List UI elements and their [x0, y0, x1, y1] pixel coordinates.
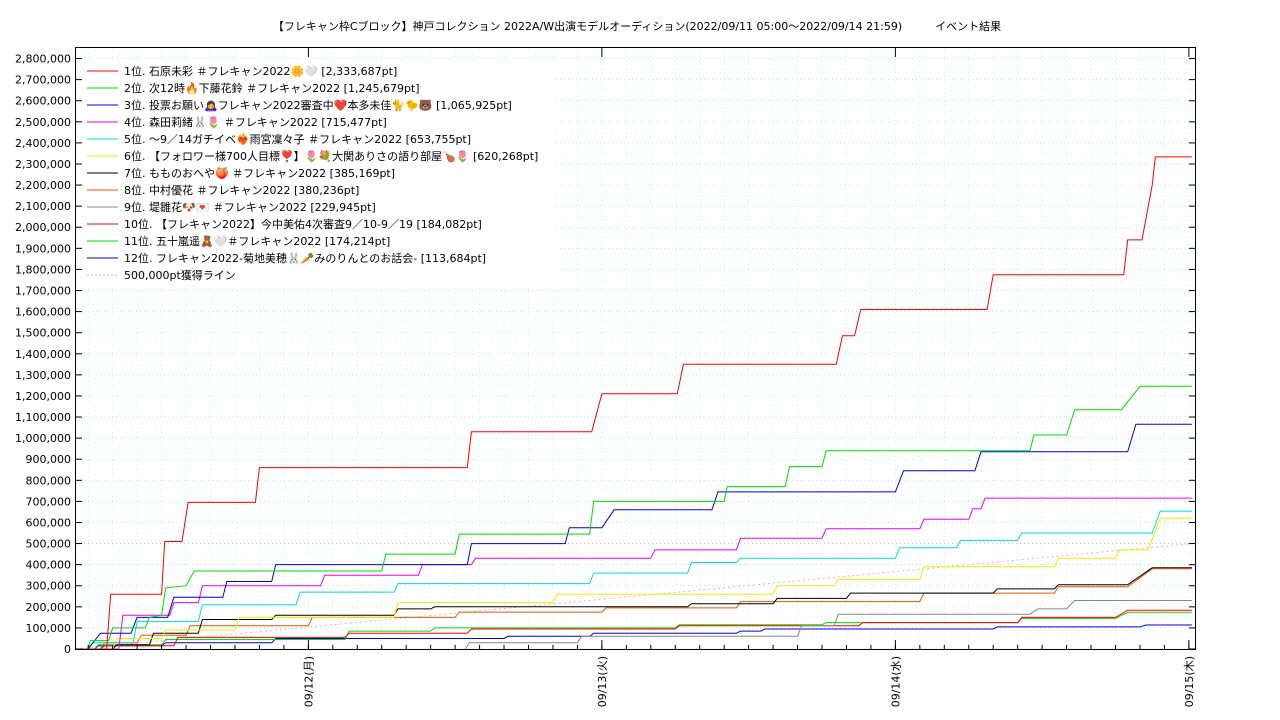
reference-line: [75, 543, 1192, 650]
legend-label: 1位. 石原未彩 ＃フレキャン2022🌼🤍 [2,333,687pt]: [124, 64, 397, 78]
y-tick-label: 2,500,000: [15, 116, 71, 129]
x-tick-label: 09/14(水): [889, 656, 902, 707]
y-tick-label: 2,400,000: [15, 137, 71, 150]
y-tick-label: 300,000: [26, 580, 72, 593]
y-tick-label: 200,000: [26, 601, 72, 614]
y-tick-label: 800,000: [26, 474, 72, 487]
series-line-10: [76, 609, 1192, 650]
x-axis: 09/12(月) 09/13(火) 09/14(水) 09/15(木): [87, 48, 1196, 707]
y-tick-label: 2,200,000: [15, 179, 71, 192]
y-tick-label: 2,000,000: [15, 221, 71, 234]
legend-background: [84, 60, 554, 288]
y-tick-label: 1,300,000: [15, 369, 71, 382]
y-tick-label: 600,000: [26, 516, 72, 529]
y-tick-label: 1,400,000: [15, 348, 71, 361]
chart-title: 【フレキャン枠Cブロック】神戸コレクション 2022A/W出演モデルオーディショ…: [273, 19, 1001, 33]
y-tick-label: 1,200,000: [15, 390, 71, 403]
y-tick-label: 0: [64, 643, 71, 656]
series-line-12: [76, 624, 1192, 650]
legend: 1位. 石原未彩 ＃フレキャン2022🌼🤍 [2,333,687pt] 2位. 次…: [84, 60, 554, 288]
legend-label: 10位. 【フレキャン2022】今中美佑4次審査9／10-9／19 [184,0…: [124, 217, 482, 231]
y-tick-label: 1,100,000: [15, 411, 71, 424]
series-line-4: [76, 497, 1192, 650]
y-tick-label: 100,000: [26, 622, 72, 635]
legend-label: 7位. もものおへや🍑 ＃フレキャン2022 [385,169pt]: [124, 166, 395, 180]
y-tick-label: 700,000: [26, 495, 72, 508]
legend-label: 2位. 次12時🔥下藤花鈴 ＃フレキャン2022 [1,245,679pt]: [124, 81, 420, 95]
series-line-7: [76, 567, 1192, 650]
y-tick-label: 900,000: [26, 453, 72, 466]
series-line-2: [76, 385, 1192, 650]
y-tick-label: 2,700,000: [15, 74, 71, 87]
legend-label: 11位. 五十嵐遥🧸🤍＃フレキャン2022 [174,214pt]: [124, 234, 390, 248]
legend-label: 9位. 堤雛花🐶💌 ＃フレキャン2022 [229,945pt]: [124, 200, 376, 214]
y-axis: 0 100,000 200,000 300,000 400,000 500,000 600,…: [15, 53, 1195, 656]
series-line-11: [76, 611, 1192, 650]
legend-label: 8位. 中村優花 ＃フレキャン2022 [380,236pt]: [124, 183, 359, 197]
legend-label: 5位. 〜9／14ガチイベ❤️‍🔥雨宮凜々子 ＃フレキャン2022 [653,7…: [124, 132, 471, 146]
y-tick-label: 1,600,000: [15, 306, 71, 319]
legend-label: 12位. フレキャン2022-菊地美穂🐰🥕みのりんとのお話会- [113,684…: [124, 251, 486, 265]
series-line-1: [76, 156, 1192, 650]
y-tick-label: 1,000,000: [15, 432, 71, 445]
series-layer: [76, 156, 1192, 650]
series-line-9: [464, 600, 1192, 650]
y-tick-label: 2,100,000: [15, 200, 71, 213]
legend-label: 3位. 投票お願い🙇‍♀️フレキャン2022審査中❤️本多未佳🐈🐤🐻 [1,06…: [124, 98, 512, 112]
y-tick-label: 400,000: [26, 559, 72, 572]
x-tick-label: 09/15(木): [1183, 656, 1196, 707]
y-tick-label: 1,700,000: [15, 285, 71, 298]
legend-label: 6位. 【フォロワー様700人目標❣️】🌷💐大関ありさの語り部屋🍗🌷 [620,…: [124, 149, 538, 163]
x-tick-label: 09/12(月): [302, 656, 315, 707]
y-tick-label: 1,900,000: [15, 242, 71, 255]
y-tick-label: 2,800,000: [15, 53, 71, 66]
plot-frame: [75, 47, 1196, 650]
series-line-6: [76, 517, 1192, 650]
legend-label: 4位. 森田莉緒🐰🌷 ＃フレキャン2022 [715,477pt]: [124, 115, 387, 129]
reference-line-layer: [75, 543, 1195, 650]
legend-label: 500,000pt獲得ライン: [124, 269, 236, 282]
y-tick-label: 1,500,000: [15, 327, 71, 340]
y-tick-label: 2,600,000: [15, 95, 71, 108]
x-tick-label: 09/13(火): [596, 656, 609, 707]
y-tick-label: 2,300,000: [15, 158, 71, 171]
y-tick-label: 500,000: [26, 538, 72, 551]
y-tick-label: 1,800,000: [15, 263, 71, 276]
series-line-3: [76, 423, 1192, 650]
